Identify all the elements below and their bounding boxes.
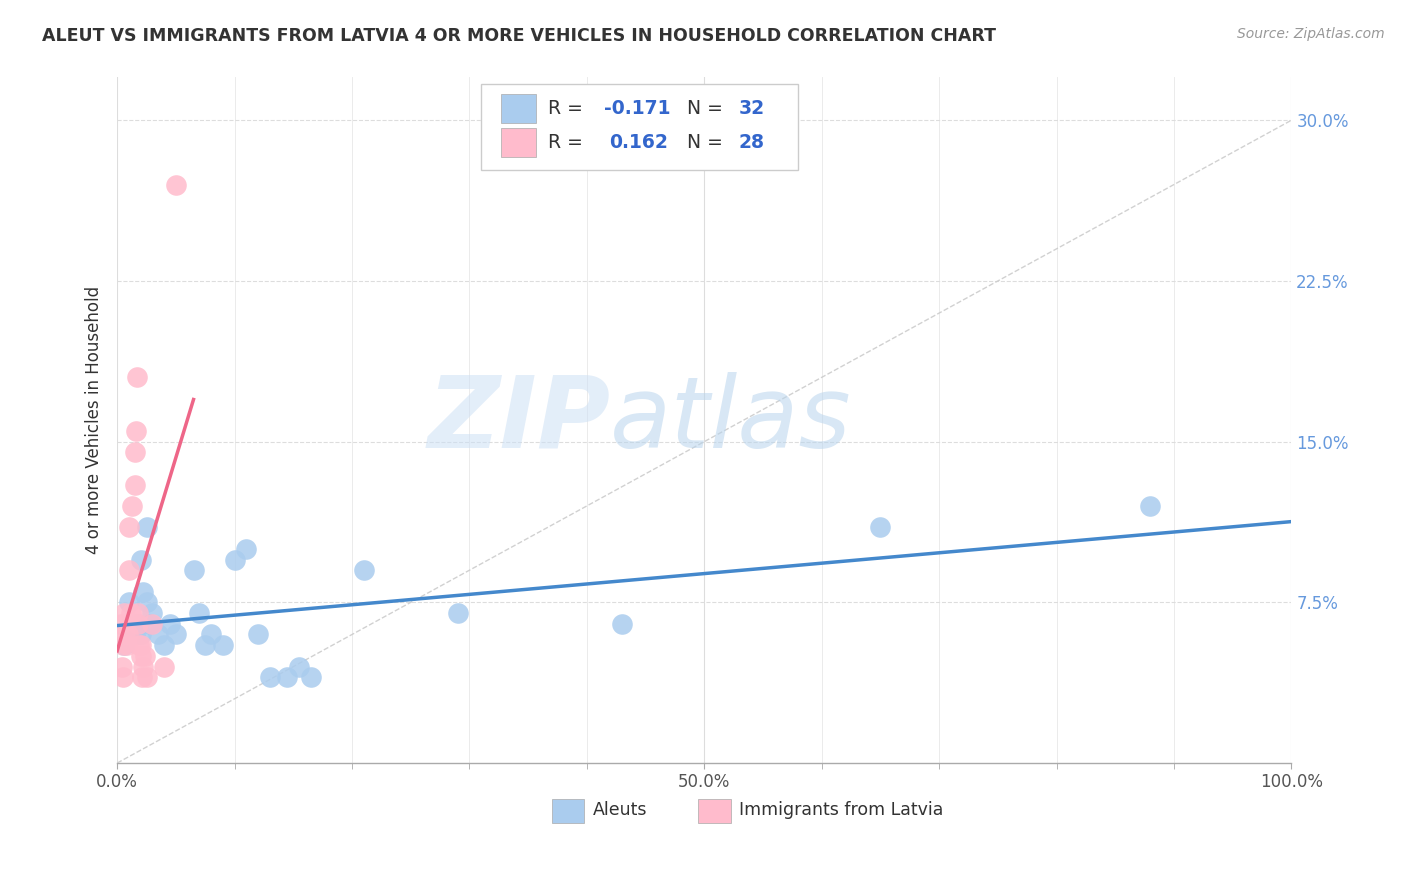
Point [118,595,141,609]
Point [276,670,298,684]
Point [139,616,162,631]
Point [125,424,148,438]
Text: atlas: atlas [610,372,852,468]
Point [129,648,152,663]
Point [610,616,633,631]
Point [127,616,149,631]
Point [135,670,157,684]
Point [129,552,152,566]
Point [188,606,211,620]
Text: Immigrants from Latvia: Immigrants from Latvia [740,801,943,820]
Point [117,627,139,641]
Y-axis label: 4 or more Vehicles in Household: 4 or more Vehicles in Household [86,286,103,554]
Bar [551,799,585,823]
Point [132,659,155,673]
Point [235,541,257,556]
Text: N =: N = [686,99,728,118]
Point [165,627,187,641]
Point [299,670,322,684]
Point [111,659,134,673]
Point [127,616,149,631]
Point [129,638,152,652]
Point [118,520,141,534]
Point [194,638,217,652]
Point [183,563,205,577]
Point [110,616,132,631]
Point [153,638,176,652]
Text: R =: R = [548,99,589,118]
Point [128,638,150,652]
Point [131,670,153,684]
Point [118,563,141,577]
Text: Aleuts: Aleuts [593,801,647,820]
Point [127,370,149,384]
Point [224,552,246,566]
Text: 28: 28 [738,133,765,152]
Text: 0.162: 0.162 [609,133,668,152]
Point [124,477,146,491]
Point [112,638,135,652]
Bar [501,128,536,157]
Point [132,584,155,599]
Point [148,627,170,641]
Point [124,627,146,641]
Point [127,606,149,620]
Point [129,627,152,641]
Point [115,638,138,652]
Point [200,627,222,641]
Point [869,520,891,534]
Point [1139,499,1161,513]
Point [212,638,235,652]
Point [159,616,181,631]
Point [288,659,311,673]
Point [112,670,135,684]
Point [141,616,163,631]
Point [134,648,156,663]
Text: ALEUT VS IMMIGRANTS FROM LATVIA 4 OR MORE VEHICLES IN HOUSEHOLD CORRELATION CHAR: ALEUT VS IMMIGRANTS FROM LATVIA 4 OR MOR… [42,27,997,45]
Point [165,178,187,192]
Point [135,520,157,534]
Text: -0.171: -0.171 [605,99,671,118]
Point [112,606,135,620]
Point [135,595,157,609]
Text: ZIP: ZIP [427,372,610,468]
Point [259,670,281,684]
Point [121,499,143,513]
Point [153,659,176,673]
Point [247,627,270,641]
Bar [699,799,731,823]
Point [114,627,136,641]
Point [353,563,375,577]
Point [447,606,470,620]
Point [112,638,135,652]
FancyBboxPatch shape [481,85,799,170]
Bar [501,94,536,123]
Point [124,445,146,459]
Text: 32: 32 [738,99,765,118]
Text: Source: ZipAtlas.com: Source: ZipAtlas.com [1237,27,1385,41]
Text: R =: R = [548,133,595,152]
Point [141,606,163,620]
Text: N =: N = [686,133,728,152]
Point [120,606,142,620]
